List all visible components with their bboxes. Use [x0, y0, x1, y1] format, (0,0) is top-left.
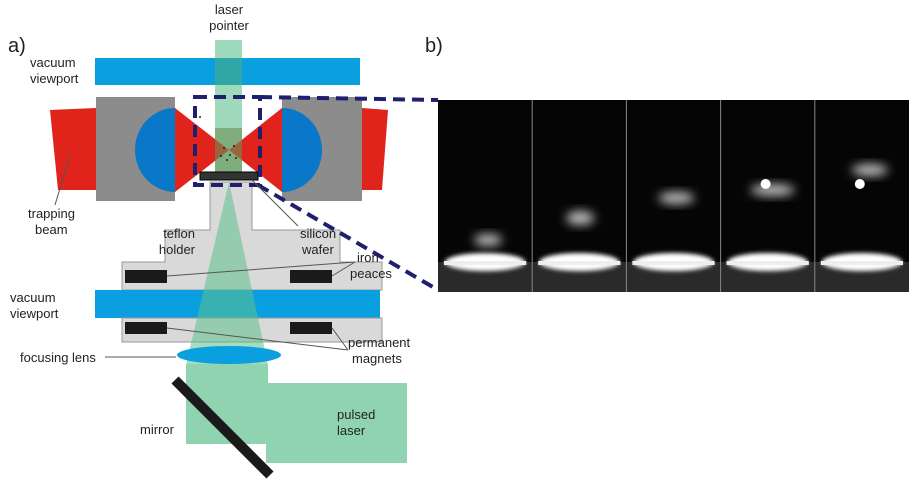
panel-label: b) — [425, 35, 443, 57]
magnet — [290, 322, 332, 334]
label: mirror — [140, 422, 175, 437]
label: pulsed — [337, 407, 375, 422]
frame-detail — [727, 261, 809, 265]
trapping-beam — [362, 108, 388, 190]
label: vacuum — [10, 290, 56, 305]
label: vacuum — [30, 55, 76, 70]
iron-piece — [125, 270, 167, 283]
label: silicon — [300, 226, 336, 241]
panel-label: a) — [8, 35, 26, 57]
label: peaces — [350, 266, 392, 281]
frame-detail — [658, 192, 694, 204]
frame-detail — [444, 261, 526, 265]
frame-detail — [566, 211, 594, 225]
label: trapping — [28, 206, 75, 221]
frame-detail — [632, 261, 714, 265]
frame-detail — [761, 179, 771, 189]
label: laser — [337, 423, 366, 438]
trapping-beam — [50, 108, 96, 190]
frame-detail — [751, 184, 795, 196]
label: pointer — [209, 18, 249, 33]
label: viewport — [10, 306, 59, 321]
image-strip — [438, 100, 909, 292]
label: wafer — [301, 242, 334, 257]
label: viewport — [30, 71, 79, 86]
iron-piece — [290, 270, 332, 283]
frame-detail — [852, 164, 888, 176]
label: permanent — [348, 335, 411, 350]
silicon-wafer — [200, 172, 258, 180]
frame-detail — [538, 261, 620, 265]
frame-detail — [821, 261, 903, 265]
focusing-lens — [177, 346, 281, 364]
figure: a) b) — [0, 0, 909, 480]
label: magnets — [352, 351, 402, 366]
label: laser — [215, 2, 244, 17]
beam-overlap — [215, 58, 242, 85]
label: iron — [357, 250, 379, 265]
beam-overlap — [215, 128, 242, 173]
frame-detail — [855, 179, 865, 189]
magnet — [125, 322, 167, 334]
label: holder — [159, 242, 196, 257]
frame-detail — [474, 234, 502, 246]
label: teflon — [163, 226, 195, 241]
label: beam — [35, 222, 68, 237]
label: focusing lens — [20, 350, 96, 365]
